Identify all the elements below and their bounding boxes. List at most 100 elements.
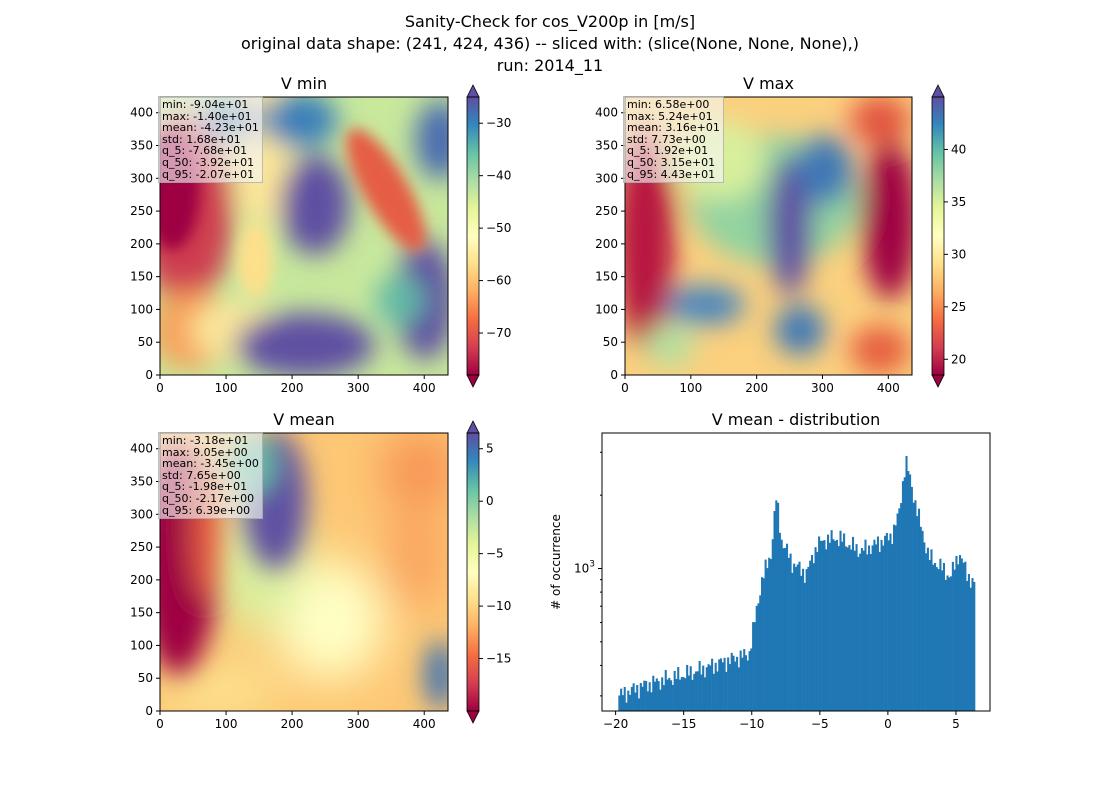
histogram-bar bbox=[727, 657, 730, 711]
histogram-bar bbox=[654, 681, 657, 711]
heatmap-title: V mean bbox=[273, 410, 334, 429]
histogram-bar bbox=[791, 572, 794, 711]
histogram-bar bbox=[821, 540, 824, 711]
y-tick-label: 0 bbox=[145, 368, 153, 382]
histogram-bar bbox=[814, 547, 817, 711]
histogram-bar bbox=[732, 655, 735, 711]
histogram-bar bbox=[687, 675, 690, 711]
histogram-bar bbox=[928, 560, 931, 711]
histogram-bar bbox=[723, 657, 726, 711]
colorbar-tick-label: 40 bbox=[951, 142, 966, 156]
histogram-bar bbox=[950, 576, 953, 711]
x-tick-label: 200 bbox=[281, 717, 304, 731]
histogram-bar bbox=[866, 554, 869, 711]
x-tick-label: 0 bbox=[884, 717, 892, 731]
histogram-bar bbox=[691, 679, 694, 711]
histogram-bar bbox=[889, 533, 892, 711]
histogram-bars bbox=[618, 456, 976, 711]
histogram-bar bbox=[750, 648, 753, 711]
x-tick-label: 100 bbox=[679, 381, 702, 395]
histogram-bar bbox=[939, 558, 942, 711]
histogram-bar bbox=[832, 539, 835, 711]
histogram-bar bbox=[639, 682, 642, 711]
histogram-bar bbox=[764, 559, 767, 711]
histogram-bar bbox=[903, 477, 906, 711]
x-tick-label: −5 bbox=[811, 717, 829, 731]
histogram-bar bbox=[921, 530, 924, 711]
histogram-bar bbox=[818, 536, 821, 711]
histogram-bar bbox=[703, 677, 707, 711]
histogram-bar bbox=[800, 575, 803, 711]
histogram-bar bbox=[711, 658, 714, 711]
histogram-bar bbox=[766, 568, 769, 711]
histogram-bar bbox=[721, 662, 724, 711]
histogram-bar bbox=[946, 575, 949, 711]
colorbar-tick-label: 35 bbox=[951, 195, 966, 209]
heatmap-panel-1: V max 0 100 200 300 400 0 50 100 150 200 250 300 350 4… bbox=[595, 74, 966, 395]
histogram-bar bbox=[632, 683, 635, 711]
histogram-bar bbox=[937, 569, 940, 711]
histogram-bar bbox=[662, 685, 666, 711]
colorbar-tick-label: −10 bbox=[486, 599, 511, 613]
histogram-bar bbox=[802, 568, 805, 711]
histogram-bar bbox=[714, 662, 717, 711]
histogram-bar bbox=[730, 652, 733, 711]
histogram-bar bbox=[812, 563, 815, 711]
histogram-bar bbox=[803, 582, 806, 711]
histogram-bar bbox=[716, 671, 719, 711]
histogram-bar bbox=[707, 664, 710, 711]
histogram-bar bbox=[805, 569, 808, 711]
y-tick-label: 400 bbox=[130, 442, 153, 456]
y-tick-label: 350 bbox=[130, 475, 153, 489]
histogram-bar bbox=[789, 553, 792, 711]
colorbar-tick-label: 25 bbox=[951, 300, 966, 314]
histogram-bar bbox=[757, 603, 760, 711]
colorbar bbox=[467, 433, 479, 711]
histogram-bar bbox=[819, 540, 822, 711]
histogram-bar bbox=[655, 678, 658, 711]
histogram-bar bbox=[916, 516, 919, 711]
histogram-bar bbox=[905, 456, 908, 711]
y-tick-label: 150 bbox=[595, 270, 618, 284]
x-tick-label: −15 bbox=[671, 717, 696, 731]
colorbar-frame bbox=[931, 96, 945, 376]
x-tick-label: 100 bbox=[215, 717, 238, 731]
colorbar-tick-label: 0 bbox=[486, 494, 494, 508]
histogram-bar bbox=[828, 542, 831, 711]
histogram-bar bbox=[862, 550, 865, 711]
histogram-bar bbox=[734, 661, 737, 711]
histogram-bar bbox=[668, 677, 671, 711]
histogram-title: V mean - distribution bbox=[712, 410, 881, 429]
histogram-bar bbox=[620, 688, 623, 711]
y-tick-label: 400 bbox=[130, 106, 153, 120]
y-tick-label: 300 bbox=[595, 171, 618, 185]
x-tick-label: 0 bbox=[156, 381, 164, 395]
histogram-bar bbox=[953, 569, 956, 711]
figure-title-line-3: run: 2014_11 bbox=[496, 56, 604, 75]
histogram-bar bbox=[759, 595, 762, 711]
histogram-bar bbox=[621, 695, 624, 711]
histogram-bar bbox=[787, 557, 790, 711]
histogram-bar bbox=[709, 665, 712, 711]
y-tick-label: 350 bbox=[130, 139, 153, 153]
y-tick-label: 100 bbox=[595, 302, 618, 316]
y-tick-label: 150 bbox=[130, 606, 153, 620]
histogram-panel: V mean - distribution −20 −15 −10 −5 0 5 103 # o… bbox=[549, 410, 991, 731]
histogram-bar bbox=[869, 554, 872, 711]
histogram-bar bbox=[753, 622, 756, 711]
histogram-bar bbox=[930, 549, 933, 711]
x-tick-label: 400 bbox=[877, 381, 900, 395]
histogram-bar bbox=[630, 686, 633, 711]
histogram-bar bbox=[955, 556, 958, 711]
histogram-bar bbox=[850, 549, 853, 711]
histogram-bar bbox=[962, 562, 965, 711]
histogram-bar bbox=[784, 547, 787, 711]
histogram-bar bbox=[825, 549, 828, 711]
histogram-bar bbox=[882, 545, 885, 711]
histogram-bar bbox=[671, 684, 674, 711]
histogram-bar bbox=[926, 547, 929, 711]
colorbar-tick-label: −50 bbox=[486, 221, 511, 235]
colorbar-tick-label: −70 bbox=[486, 326, 511, 340]
colorbar-frame bbox=[466, 96, 480, 376]
